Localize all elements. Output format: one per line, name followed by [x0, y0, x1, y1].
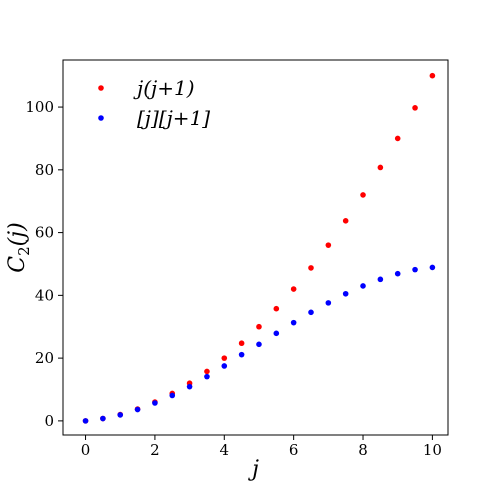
series-1-point: [377, 276, 384, 283]
y-axis-label: C2(j): [5, 222, 33, 272]
series-1-point: [412, 266, 418, 273]
series-0-point: [256, 323, 262, 330]
x-tick-label: 6: [289, 441, 299, 459]
series-1-point: [186, 383, 193, 390]
series-1-point: [169, 392, 176, 399]
plot-frame: [62, 59, 449, 436]
series-0-point: [377, 164, 384, 171]
y-tick-label: 100: [25, 98, 54, 116]
series-1-point: [360, 283, 366, 289]
series-1-point: [429, 264, 436, 271]
series-1-point: [342, 290, 349, 297]
series-0-point: [308, 265, 314, 271]
legend: j(j+1) [j][j+1]: [98, 76, 210, 130]
series-1-point: [221, 363, 228, 369]
series-1-point: [204, 373, 210, 380]
series-1-point: [273, 330, 280, 337]
x-tick-label: 8: [358, 441, 368, 459]
x-tick-label: 2: [150, 441, 160, 459]
data-points: [82, 72, 436, 424]
y-axis-ticks: 0 20 40 60 80 100: [25, 98, 63, 430]
series-1-point: [256, 341, 262, 348]
y-tick-label: 40: [35, 286, 54, 304]
series-0-point: [221, 355, 228, 361]
series-1-point: [82, 418, 89, 424]
series-0-point: [429, 72, 436, 79]
series-1-point: [134, 406, 141, 413]
y-tick-label: 60: [35, 224, 54, 242]
x-axis-ticks: 0 2 4 6 8 10: [81, 435, 442, 459]
series-1-point: [100, 415, 106, 422]
series-0-point: [325, 242, 332, 248]
series-0-point: [238, 340, 245, 347]
series-1-point: [152, 400, 158, 406]
series-1-point: [394, 270, 401, 277]
series-1-point: [238, 351, 245, 358]
series-0-point: [360, 192, 366, 198]
y-tick-label: 80: [35, 161, 54, 179]
series-0-point: [290, 286, 297, 292]
legend-label: [j][j+1]: [137, 106, 210, 130]
x-tick-label: 0: [81, 441, 91, 459]
y-tick-label: 20: [35, 349, 54, 367]
series-1-point: [117, 412, 124, 418]
x-tick-label: 4: [220, 441, 230, 459]
series-1-point: [325, 300, 332, 306]
series-0-point: [204, 368, 210, 375]
series-0-point: [412, 105, 418, 111]
legend-marker: [98, 85, 104, 91]
series-0-point: [273, 305, 280, 312]
x-tick-label: 10: [423, 441, 442, 459]
legend-marker: [98, 115, 104, 121]
series-0-point: [342, 218, 349, 224]
series-1-point: [308, 309, 314, 316]
series-1-point: [290, 319, 297, 326]
y-tick-label: 0: [44, 412, 54, 430]
legend-label: j(j+1): [133, 76, 195, 100]
x-axis-label: j: [247, 457, 259, 482]
series-0-point: [394, 135, 401, 142]
